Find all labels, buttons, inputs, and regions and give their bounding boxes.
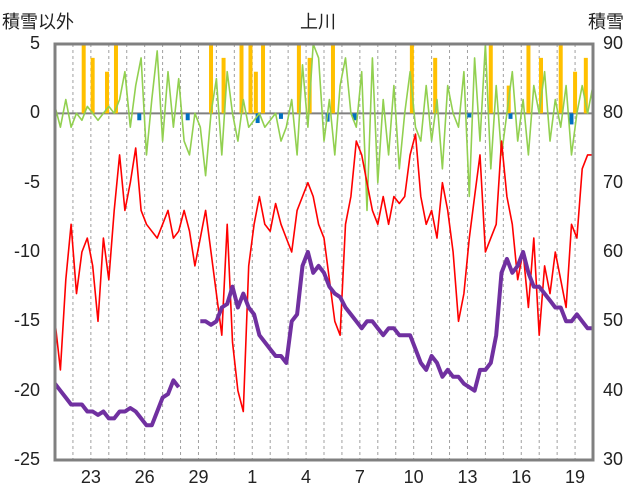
snowfall-bar [307,57,312,114]
precipitation-bar [185,113,190,121]
snowfall-bar [81,44,86,114]
snowfall-bars [81,44,588,114]
chart-title: 上川 [300,12,336,32]
x-tick-label: 13 [457,467,478,487]
left-tick-label: -10 [13,241,40,261]
right-tick-label: 60 [603,241,624,261]
precipitation-bar [137,113,142,121]
right-tick-label: 80 [603,102,624,123]
wind-line [54,43,594,212]
right-tick-label: 50 [603,310,624,331]
snowfall-bar [583,57,588,114]
snowfall-bar [113,44,118,114]
snowfall-bar [558,44,563,114]
snowfall-bar [573,71,578,114]
left-tick-label: -15 [13,310,40,331]
snowfall-bar [409,44,414,114]
snowfall-bar [330,44,335,114]
left-axis-label: 積雪以外 [2,12,74,32]
snowfall-bar [296,44,301,114]
snowfall-bar [105,71,110,114]
snow_depth-line [53,250,593,428]
x-tick-label: 1 [247,467,258,487]
right-tick-label: 30 [603,449,624,469]
right-tick-label: 70 [603,171,624,192]
x-tick-label: 23 [80,467,101,487]
plot-frame [53,42,595,462]
snowfall-bar [433,57,438,114]
precipitation-bar [255,113,260,124]
left-tick-label: -20 [13,379,40,400]
right-tick-label: 40 [603,379,624,400]
snowfall-bar [209,44,214,114]
left-tick-label: 0 [29,102,40,123]
precipitation-bar [569,113,574,125]
left-tick-label: 5 [29,33,40,53]
left-tick-label: -5 [23,171,40,192]
right-tick-label: 90 [603,33,624,53]
x-tick-label: 7 [354,467,365,487]
snowfall-bar [248,44,253,114]
precipitation-bar [467,113,472,118]
precipitation-bar [278,113,283,119]
snowfall-bar [488,44,493,114]
series-lines [53,43,594,428]
snowfall-bar [221,57,226,114]
precipitation-bar [508,113,513,119]
precipitation-bar [352,113,357,121]
x-tick-label: 19 [565,467,586,487]
x-tick-label: 4 [301,467,312,487]
x-tick-label: 26 [134,467,155,487]
snowfall-bar [538,57,543,114]
snowfall-bar [90,57,95,114]
vertical-gridlines [72,44,576,460]
left-tick-label: -25 [13,449,40,469]
snowfall-bar [261,44,266,114]
right-axis-label: 積雪 [588,12,624,32]
x-tick-label: 29 [188,467,209,487]
x-tick-label: 16 [511,467,532,487]
snowfall-bar [239,44,244,114]
snowfall-bar [253,71,258,114]
x-tick-label: 10 [403,467,424,487]
snowfall-bar [526,44,531,114]
temperature-line [54,133,593,413]
